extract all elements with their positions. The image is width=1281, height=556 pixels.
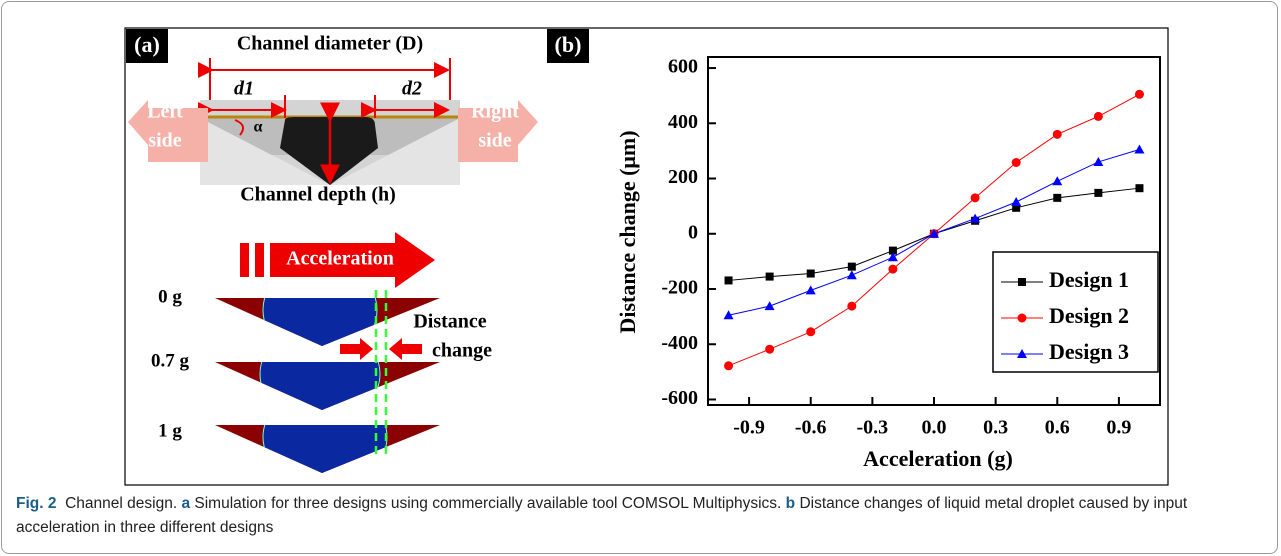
arrow bbox=[389, 338, 422, 360]
d2-label: d2 bbox=[402, 78, 422, 100]
x-tick-label: 0.6 bbox=[1045, 417, 1070, 439]
marker bbox=[806, 269, 815, 278]
panel-label: (b) bbox=[555, 32, 582, 57]
marker bbox=[970, 193, 980, 203]
distance-label: change bbox=[432, 340, 492, 362]
x-tick-label: 0.9 bbox=[1106, 417, 1131, 439]
marker bbox=[847, 301, 857, 311]
legend-label: Design 1 bbox=[1049, 267, 1129, 292]
y-tick-label: -200 bbox=[661, 277, 698, 299]
inner-frame bbox=[124, 27, 1169, 486]
right-label: Right bbox=[471, 101, 519, 123]
legend-marker bbox=[1018, 278, 1026, 286]
left-label: side bbox=[148, 130, 181, 152]
bar bbox=[240, 243, 249, 277]
marker bbox=[765, 272, 774, 281]
marker bbox=[888, 264, 898, 274]
angle bbox=[234, 119, 245, 136]
legend-label: Design 2 bbox=[1049, 303, 1129, 328]
y-tick-label: -400 bbox=[661, 332, 698, 354]
channel bbox=[200, 118, 460, 185]
droplet-sims bbox=[215, 298, 440, 473]
distance-label: Distance bbox=[413, 311, 486, 333]
marker bbox=[765, 344, 775, 354]
marker bbox=[1093, 111, 1103, 121]
depth-label: Channel depth (h) bbox=[240, 184, 396, 206]
x-tick-label: -0.3 bbox=[857, 417, 889, 439]
marker bbox=[724, 276, 733, 285]
label-box bbox=[547, 29, 589, 63]
y-tick-label: 0 bbox=[688, 221, 698, 243]
marker bbox=[846, 270, 857, 280]
marker bbox=[1052, 129, 1062, 139]
d1-label: d1 bbox=[234, 78, 254, 100]
marker bbox=[1094, 188, 1103, 197]
label-box bbox=[126, 29, 168, 63]
x-tick-label: 0.3 bbox=[983, 417, 1008, 439]
legend-marker bbox=[1017, 349, 1027, 358]
x-tick-label: 0.0 bbox=[922, 417, 947, 439]
legend-label: Design 3 bbox=[1049, 339, 1129, 364]
arrow bbox=[340, 338, 373, 360]
y-axis-title: Distance change (μm) bbox=[615, 130, 640, 333]
x-tick-label: -0.9 bbox=[733, 417, 765, 439]
caption: Fig. 2 Channel design. a Simulation for … bbox=[16, 492, 1266, 540]
caption-fig: Fig. 2 bbox=[16, 495, 57, 512]
marker bbox=[723, 310, 734, 320]
acceleration-arrow bbox=[270, 232, 435, 288]
marker bbox=[1134, 144, 1145, 154]
x-tick-label: -0.6 bbox=[795, 417, 827, 439]
panel-label: (a) bbox=[134, 32, 160, 57]
marker bbox=[929, 228, 939, 238]
marker bbox=[970, 213, 981, 223]
caption-a: a bbox=[181, 495, 191, 512]
y-tick-label: 400 bbox=[668, 111, 698, 133]
caption-text: Simulation for three designs using comme… bbox=[194, 495, 782, 512]
y-tick-label: 600 bbox=[668, 56, 698, 78]
marker bbox=[887, 252, 898, 262]
state-label: 0 g bbox=[158, 286, 182, 307]
marker bbox=[1053, 193, 1062, 202]
y-tick-label: 200 bbox=[668, 166, 698, 188]
legend-marker bbox=[1017, 313, 1027, 323]
caption-text: Distance changes of liquid metal droplet… bbox=[16, 495, 1188, 536]
marker bbox=[1011, 197, 1022, 206]
left-arrow bbox=[128, 100, 208, 162]
marker bbox=[1134, 89, 1144, 99]
marker bbox=[847, 262, 856, 271]
marker bbox=[888, 246, 897, 255]
acceleration-label: Acceleration bbox=[286, 248, 394, 270]
left-label: Left bbox=[147, 101, 183, 123]
caption-title: Channel design. bbox=[65, 495, 178, 512]
marker bbox=[764, 301, 775, 311]
marker bbox=[1012, 203, 1021, 212]
diameter-label: Channel diameter (D) bbox=[237, 33, 423, 55]
bar bbox=[255, 243, 264, 277]
x-axis-title: Acceleration (g) bbox=[863, 446, 1013, 471]
marker bbox=[805, 285, 816, 295]
right-arrow bbox=[458, 100, 538, 162]
state-label: 1 g bbox=[158, 420, 182, 441]
alpha-label: α bbox=[254, 119, 263, 136]
marker bbox=[806, 327, 816, 337]
state-label: 0.7 g bbox=[151, 350, 190, 371]
marker bbox=[1135, 184, 1144, 193]
right-label: side bbox=[478, 130, 511, 152]
marker bbox=[1011, 158, 1021, 168]
marker bbox=[1093, 156, 1104, 166]
figure: (a) Channel diameter (D) d1 d2 α Left si… bbox=[124, 27, 1169, 486]
marker bbox=[1052, 176, 1063, 186]
y-tick-label: -600 bbox=[661, 387, 698, 409]
marker bbox=[724, 361, 734, 371]
caption-b: b bbox=[785, 495, 796, 512]
